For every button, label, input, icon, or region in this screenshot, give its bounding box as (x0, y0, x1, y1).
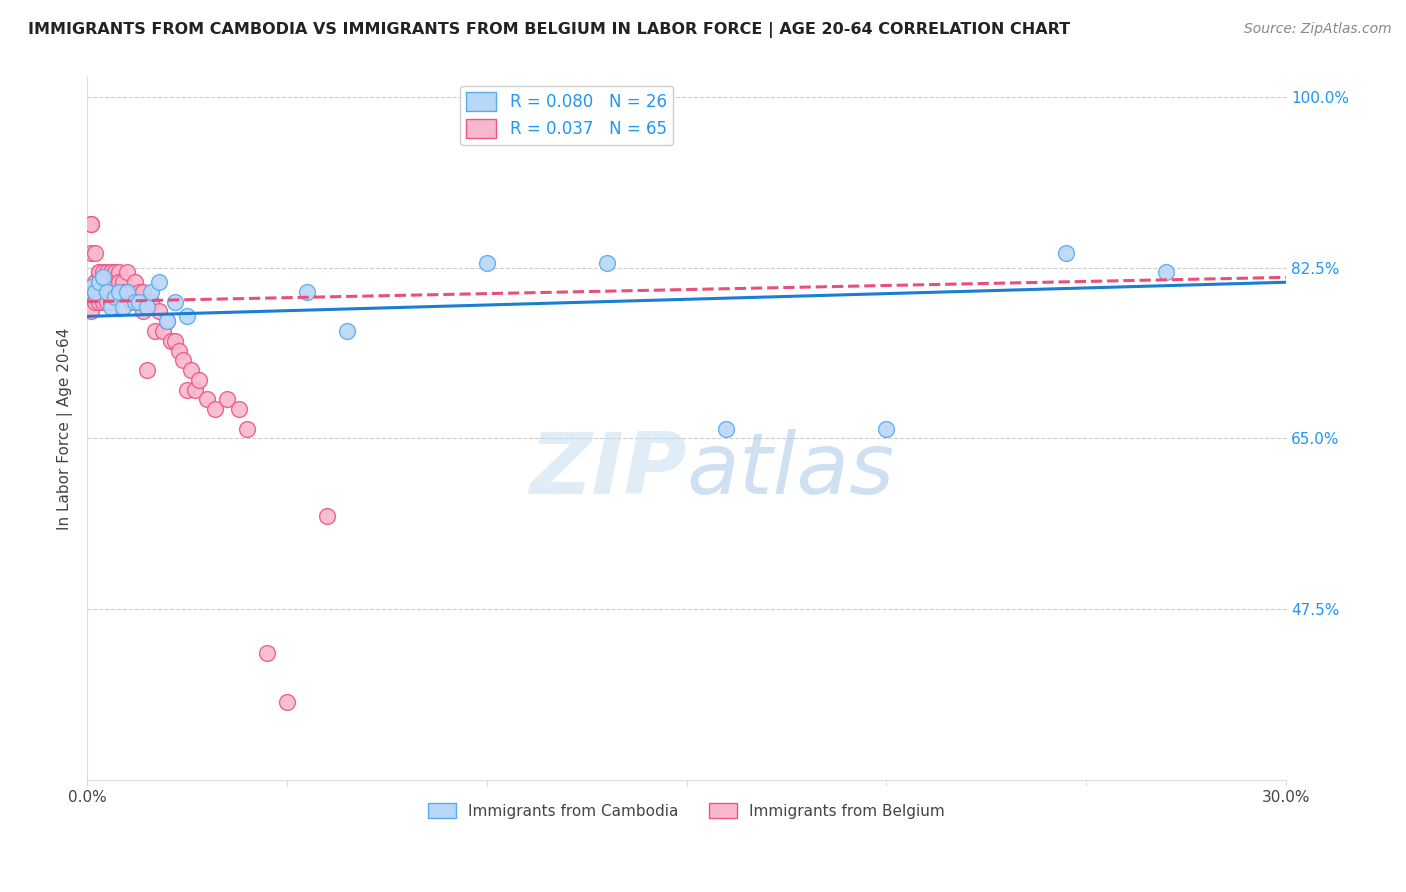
Point (143, 324, 166, 338)
Point (96, 265, 118, 279)
Point (87, 285, 110, 299)
Point (875, 421, 897, 435)
Point (132, 285, 155, 299)
Point (167, 343, 190, 358)
Point (80, 304, 103, 318)
Point (80, 246, 103, 260)
Point (295, 285, 318, 299)
Point (176, 310, 198, 324)
Point (104, 265, 127, 279)
Point (91, 294, 114, 309)
Text: ZIP: ZIP (529, 429, 686, 512)
Point (124, 275, 146, 289)
Point (236, 421, 259, 435)
Point (108, 285, 131, 299)
Point (115, 265, 138, 279)
Point (156, 314, 179, 328)
Point (124, 294, 146, 309)
Point (276, 695, 298, 709)
Point (716, 421, 738, 435)
Point (160, 334, 183, 348)
Point (315, 509, 337, 524)
Point (100, 294, 122, 309)
Point (128, 294, 150, 309)
Legend: Immigrants from Cambodia, Immigrants from Belgium: Immigrants from Cambodia, Immigrants fro… (422, 797, 950, 824)
Point (188, 373, 211, 387)
Point (115, 285, 138, 299)
Point (176, 383, 198, 397)
Point (91, 275, 114, 289)
Point (87, 294, 110, 309)
Point (96, 275, 118, 289)
Point (87, 265, 110, 279)
Text: atlas: atlas (686, 429, 894, 512)
Point (228, 402, 250, 417)
Point (87, 275, 110, 289)
Text: Source: ZipAtlas.com: Source: ZipAtlas.com (1244, 22, 1392, 37)
Point (1054, 246, 1077, 260)
Point (84, 246, 107, 260)
Point (104, 290, 127, 304)
Point (156, 314, 179, 328)
Point (139, 285, 162, 299)
Point (96, 294, 118, 309)
Point (112, 300, 135, 314)
Text: IMMIGRANTS FROM CAMBODIA VS IMMIGRANTS FROM BELGIUM IN LABOR FORCE | AGE 20-64 C: IMMIGRANTS FROM CAMBODIA VS IMMIGRANTS F… (28, 22, 1070, 38)
Point (184, 383, 207, 397)
Point (139, 294, 162, 309)
Point (80, 280, 103, 294)
Point (136, 363, 159, 377)
Point (115, 285, 138, 299)
Point (96, 285, 118, 299)
Point (215, 392, 238, 407)
Y-axis label: In Labor Force | Age 20-64: In Labor Force | Age 20-64 (58, 327, 73, 530)
Point (152, 324, 174, 338)
Point (84, 285, 107, 299)
Point (87, 275, 110, 289)
Point (108, 285, 131, 299)
Point (84, 285, 107, 299)
Point (195, 392, 218, 407)
Point (1154, 265, 1177, 279)
Point (132, 304, 155, 318)
Point (163, 334, 186, 348)
Point (100, 300, 122, 314)
Point (91, 270, 114, 285)
Point (80, 217, 103, 231)
Point (336, 324, 359, 338)
Point (128, 294, 150, 309)
Point (91, 265, 114, 279)
Point (87, 265, 110, 279)
Point (204, 402, 226, 417)
Point (136, 300, 159, 314)
Point (84, 275, 107, 289)
Point (256, 646, 278, 660)
Point (96, 285, 118, 299)
Point (112, 285, 135, 299)
Point (100, 275, 122, 289)
Point (124, 294, 146, 309)
Point (108, 275, 131, 289)
Point (172, 353, 194, 368)
Point (180, 363, 202, 377)
Point (100, 265, 122, 279)
Point (104, 275, 127, 289)
Point (148, 304, 170, 318)
Point (595, 256, 617, 270)
Point (100, 285, 122, 299)
Point (108, 265, 131, 279)
Point (80, 217, 103, 231)
Point (84, 294, 107, 309)
Point (112, 275, 135, 289)
Point (80, 285, 103, 299)
Point (148, 275, 170, 289)
Point (120, 294, 142, 309)
Point (104, 285, 127, 299)
Point (128, 285, 150, 299)
Point (120, 285, 142, 299)
Point (163, 294, 186, 309)
Point (475, 256, 498, 270)
